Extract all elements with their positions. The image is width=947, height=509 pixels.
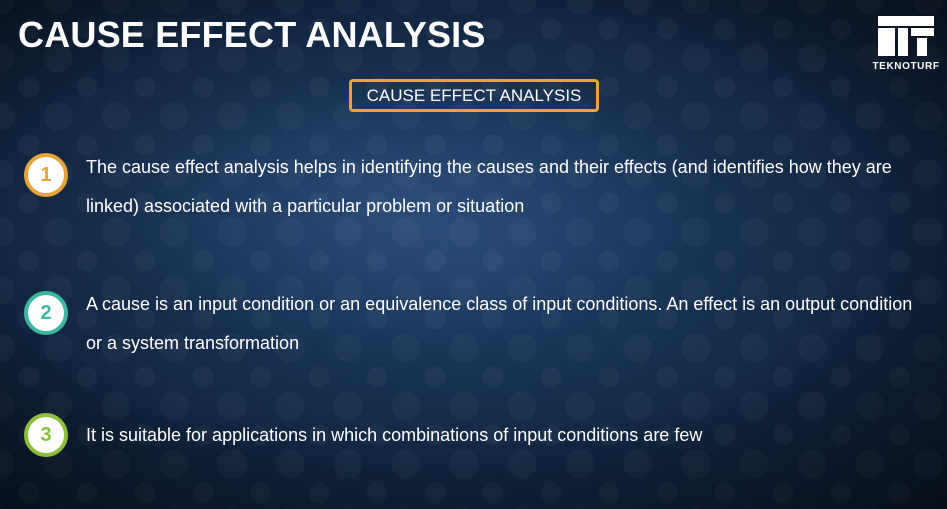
teknoturf-logo-icon — [878, 16, 934, 56]
point-text: A cause is an input condition or an equi… — [86, 294, 913, 353]
point-text: It is suitable for applications in which… — [86, 425, 703, 445]
slide-title: CAUSE EFFECT ANALYSIS — [18, 14, 486, 55]
number-badge-3: 3 — [24, 413, 68, 457]
badge-number: 1 — [40, 163, 52, 186]
number-badge-2: 2 — [24, 291, 68, 335]
subtitle-text: CAUSE EFFECT ANALYSIS — [366, 85, 582, 105]
logo-text: TEKNOTURF — [872, 61, 940, 72]
number-badge-1: 1 — [24, 153, 68, 197]
subtitle-box: CAUSE EFFECT ANALYSIS — [349, 79, 599, 112]
teknoturf-logo: TEKNOTURF — [872, 14, 940, 84]
badge-number: 3 — [40, 423, 52, 446]
badge-number: 2 — [40, 301, 52, 324]
point-text: The cause effect analysis helps in ident… — [86, 157, 892, 216]
